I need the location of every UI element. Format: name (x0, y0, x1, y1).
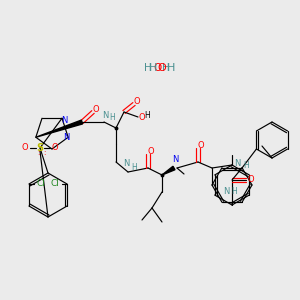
Text: N: N (123, 160, 129, 169)
Text: N: N (234, 158, 240, 167)
Polygon shape (162, 166, 175, 175)
Text: O: O (248, 176, 254, 184)
Text: S: S (36, 143, 43, 153)
Text: N: N (223, 187, 229, 196)
Text: :: : (43, 150, 45, 156)
Text: O: O (93, 104, 99, 113)
Text: O: O (198, 140, 204, 149)
Text: H: H (131, 163, 137, 172)
Text: O: O (22, 143, 28, 152)
Text: N: N (63, 133, 69, 142)
Text: H: H (243, 161, 249, 170)
Text: H: H (162, 63, 170, 73)
Text: N: N (61, 116, 67, 125)
Text: H: H (144, 110, 150, 119)
Text: O: O (158, 63, 166, 73)
Text: Cl: Cl (51, 179, 59, 188)
Text: O: O (139, 112, 145, 122)
Text: O: O (52, 143, 58, 152)
Text: O: O (153, 63, 161, 73)
Text: N: N (102, 110, 108, 119)
Text: N: N (172, 155, 178, 164)
Text: Cl: Cl (37, 179, 45, 188)
Text: :: : (37, 150, 39, 156)
Text: H: H (109, 113, 115, 122)
Text: H: H (231, 187, 237, 196)
Text: O: O (148, 146, 154, 155)
Text: O: O (134, 98, 140, 106)
Text: H: H (144, 63, 152, 73)
Text: H: H (149, 63, 157, 73)
Text: H: H (167, 63, 175, 73)
Polygon shape (36, 120, 82, 137)
